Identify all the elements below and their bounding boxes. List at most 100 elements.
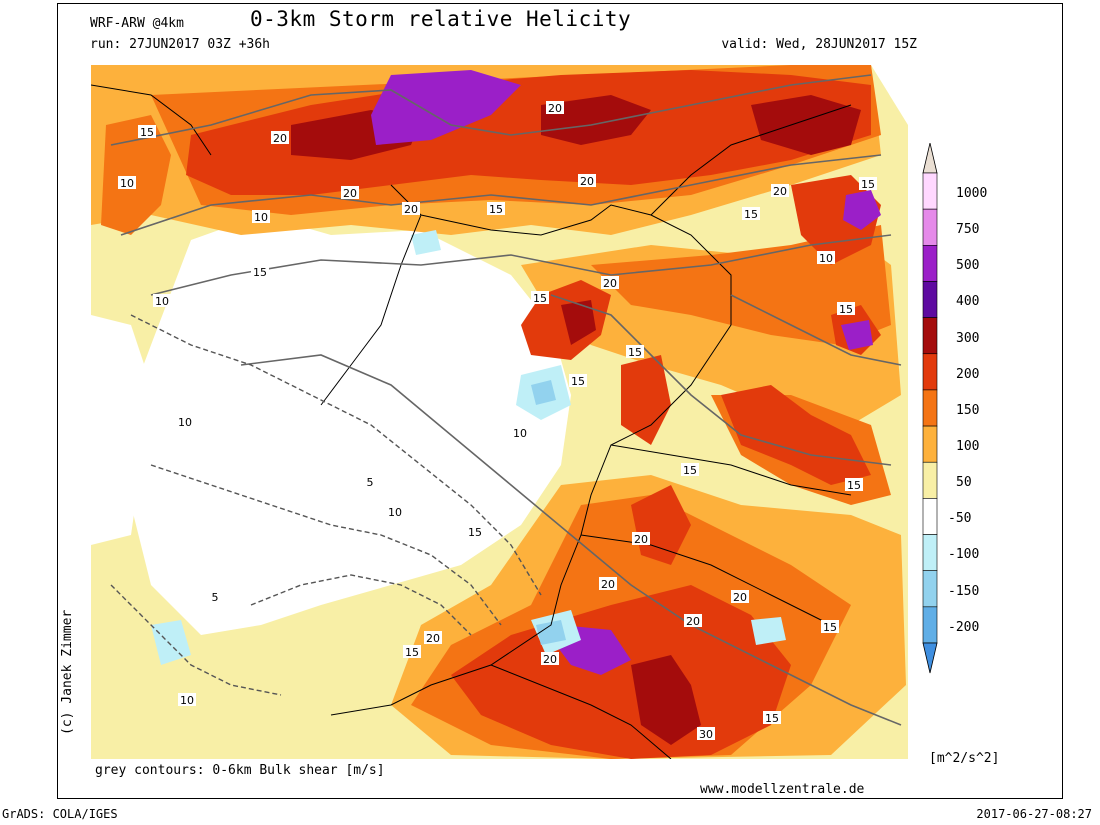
svg-text:20: 20 [601,578,615,591]
colorbar-units: [m^2/s^2] [929,751,1000,766]
contour-label: 10 [817,251,835,265]
svg-text:15: 15 [683,464,697,477]
colorbar-box [922,245,938,282]
colorbar-box [922,606,938,644]
run-label: run: 27JUN2017 03Z +36h [90,37,271,52]
contour-label: 10 [118,176,136,190]
svg-text:15: 15 [744,208,758,221]
contour-label: 20 [601,276,619,290]
svg-text:10: 10 [120,177,134,190]
colorbar-tick-label: 200 [956,366,980,382]
contour-label: 5 [206,590,224,604]
contour-label: 20 [731,590,749,604]
contour-label: 10 [252,210,270,224]
contour-label: 20 [546,101,564,115]
colorbar-tick-label: -150 [948,583,980,599]
contour-label: 15 [763,711,781,725]
contour-label: 20 [341,186,359,200]
colorbar [922,143,938,674]
contour-note: grey contours: 0-6km Bulk shear [m/s] [95,763,385,778]
colorbar-tick-label: 750 [956,222,980,238]
contour-label: 10 [511,426,529,440]
contour-label: 15 [138,125,156,139]
svg-text:20: 20 [580,175,594,188]
svg-text:20: 20 [404,203,418,216]
colorbar-box [922,534,938,571]
helicity-map: 15 10 20 20 20 15 20 20 20 15 15 10 15 2… [91,65,908,759]
svg-text:10: 10 [388,506,402,519]
contour-label: 10 [153,294,171,308]
colorbar-tick-label: 500 [956,258,980,274]
svg-text:15: 15 [839,303,853,316]
srh-negative-strong-fill [531,380,566,645]
svg-text:15: 15 [571,375,585,388]
svg-text:30: 30 [699,728,713,741]
contour-label: 20 [578,174,596,188]
svg-text:20: 20 [773,185,787,198]
svg-text:15: 15 [253,266,267,279]
svg-text:20: 20 [343,187,357,200]
contour-label: 10 [176,415,194,429]
website-link[interactable]: www.modellzentrale.de [700,782,865,797]
svg-text:10: 10 [155,295,169,308]
contour-label: 15 [859,177,877,191]
svg-text:10: 10 [180,694,194,707]
contour-label-group: 15 10 20 20 20 15 20 20 20 15 15 10 15 2… [118,101,877,741]
contour-label: 10 [178,693,196,707]
colorbar-box [922,425,938,463]
colorbar-tick-label: 150 [956,402,980,418]
contour-label: 15 [845,478,863,492]
contour-label: 15 [681,463,699,477]
svg-text:15: 15 [823,621,837,634]
svg-text:10: 10 [254,211,268,224]
shear-contours [110,74,902,726]
contour-label: 20 [424,631,442,645]
svg-text:20: 20 [634,533,648,546]
contour-label: 15 [742,207,760,221]
copyright-label: (c) Janek Zimmer [60,609,75,735]
contour-label: 15 [466,525,484,539]
svg-text:15: 15 [628,346,642,359]
colorbar-box [922,353,938,391]
svg-text:10: 10 [178,416,192,429]
svg-text:15: 15 [468,526,482,539]
colorbar-tick-label: -100 [948,547,980,563]
colorbar-box [922,317,938,355]
contour-label: 20 [771,184,789,198]
colorbar-tick-label: 400 [956,294,980,310]
contour-label: 20 [599,577,617,591]
model-label: WRF-ARW @4km [90,16,184,31]
colorbar-tick-label: 1000 [956,185,988,201]
colorbar-bottom-triangle [922,642,938,674]
svg-text:15: 15 [533,292,547,305]
contour-label: 20 [541,652,559,666]
software-credit: GrADS: COLA/IGES [2,807,118,821]
svg-text:20: 20 [273,132,287,145]
svg-text:20: 20 [426,632,440,645]
contour-label: 15 [569,374,587,388]
svg-text:20: 20 [543,653,557,666]
chart-title: 0-3km Storm relative Helicity [250,7,632,31]
contour-label: 15 [821,620,839,634]
colorbar-boxes [922,172,938,644]
colorbar-tick-label: 300 [956,330,980,346]
contour-label: 20 [684,614,702,628]
svg-text:15: 15 [765,712,779,725]
valid-label: valid: Wed, 28JUN2017 15Z [721,37,917,52]
svg-text:20: 20 [603,277,617,290]
contour-label: 30 [697,727,715,741]
svg-text:20: 20 [548,102,562,115]
svg-text:15: 15 [847,479,861,492]
colorbar-box [922,208,938,246]
colorbar-box [922,461,938,499]
svg-text:15: 15 [861,178,875,191]
contour-label: 20 [402,202,420,216]
colorbar-top-triangle [922,143,938,174]
colorbar-box [922,281,938,318]
svg-text:5: 5 [212,591,219,604]
contour-label: 15 [531,291,549,305]
svg-text:5: 5 [367,476,374,489]
colorbar-tick-label: 50 [956,475,972,491]
svg-text:15: 15 [405,646,419,659]
colorbar-box [922,570,938,608]
